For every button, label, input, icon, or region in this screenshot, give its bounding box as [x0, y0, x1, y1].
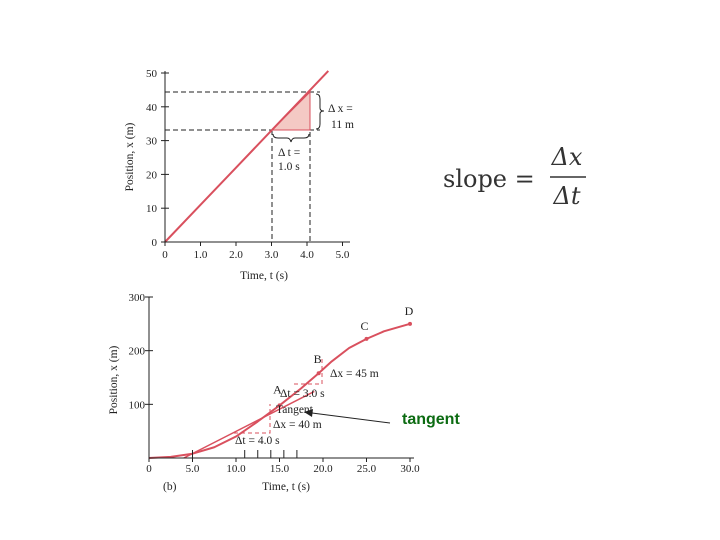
tangent-label: Tangent — [276, 404, 314, 416]
point-b-label: B — [314, 352, 322, 366]
top-x-axis-title: Time, t (s) — [240, 270, 288, 282]
dx-tangent-label: Δx = 40 m — [273, 419, 322, 431]
top-data-line — [164, 70, 330, 243]
bottom-x-tick-label: 20.0 — [313, 463, 333, 475]
bottom-x-tick-label: 5.0 — [186, 463, 200, 475]
point-d-label: D — [405, 304, 414, 318]
bottom-x-tick-label: 15.0 — [270, 463, 290, 475]
tangent-line — [183, 390, 315, 459]
slope-formula: slope = Δx Δt — [443, 143, 586, 210]
point-a-marker — [277, 403, 282, 408]
dx-ab-label: Δx = 45 m — [330, 368, 379, 380]
bottom-y-tick-label: 100 — [129, 399, 146, 411]
tangent-triangle — [234, 404, 271, 434]
top-x-tick-label: 4.0 — [300, 249, 314, 261]
tangent-callout: tangent — [402, 411, 460, 428]
dx-brace — [315, 93, 325, 130]
top-y-axis-title: Position, x (m) — [124, 122, 136, 191]
top-x-tick-label: 2.0 — [229, 249, 243, 261]
bottom-chart-series — [148, 322, 411, 459]
bottom-guide-triangles — [234, 358, 323, 434]
formula-denominator: Δt — [553, 182, 581, 210]
top-y-tick-label: 50 — [146, 68, 158, 80]
top-y-tick-label: 30 — [146, 136, 158, 148]
formula-numerator: Δx — [551, 143, 583, 171]
dt-tangent-label: Δt = 4.0 s — [235, 435, 280, 447]
top-y-tick-label: 10 — [146, 203, 158, 215]
tangent-callout-arrow — [304, 409, 391, 424]
point-d-marker — [408, 321, 412, 326]
bottom-y-tick-label: 200 — [129, 346, 146, 358]
top-x-tick-label: 0 — [162, 249, 168, 261]
bottom-x-tick-label: 25.0 — [357, 463, 377, 475]
ab-triangle — [294, 358, 323, 385]
top-chart-axes: 0 1.0 2.0 3.0 4.0 5.0 0 10 20 30 40 50 — [146, 68, 350, 261]
point-c-label: C — [360, 319, 368, 333]
bottom-y-tick-label: 300 — [129, 292, 146, 304]
top-y-tick-label: 0 — [152, 237, 158, 249]
point-b-marker — [316, 371, 321, 376]
point-c-marker — [364, 336, 369, 341]
bottom-x-tick-label: 10.0 — [226, 463, 246, 475]
top-x-tick-label: 1.0 — [194, 249, 208, 261]
bottom-y-axis-title: Position, x (m) — [108, 345, 120, 414]
bottom-chart-axes: 0 5.0 10.0 15.0 20.0 25.0 30.0 100 200 300 — [129, 292, 421, 475]
dx-value: 11 m — [331, 119, 354, 131]
dt-ab-label: Δt = 3.0 s — [280, 388, 325, 400]
bottom-x-tick-label: 30.0 — [400, 463, 420, 475]
bottom-chart-points: A B C D — [273, 304, 414, 408]
formula-lhs: slope = — [443, 165, 535, 193]
bottom-data-curve — [148, 322, 411, 459]
panel-label-b: (b) — [163, 481, 177, 493]
dx-label: Δ x = — [328, 103, 353, 115]
position-time-chart-top: Δ x = 11 m Δ t = 1.0 s 0 1.0 2.0 3.0 4.0 5.00… — [124, 68, 354, 282]
dt-brace — [272, 133, 310, 143]
top-y-tick-label: 40 — [146, 102, 158, 114]
dt-label: Δ t = — [278, 147, 300, 159]
top-x-tick-label: 5.0 — [336, 249, 350, 261]
point-a-label: A — [273, 382, 282, 396]
bottom-x-tick-label: 0 — [146, 463, 152, 475]
top-chart-series — [164, 70, 330, 243]
position-time-chart-bottom: A B C D 0 5.0 10.0 15.0 20.0 25.0 30.0 100 200 300 Δ… — [108, 292, 460, 493]
dt-value: 1.0 s — [278, 161, 300, 173]
bottom-x-axis-title: Time, t (s) — [262, 481, 310, 493]
top-x-tick-label: 3.0 — [265, 249, 279, 261]
top-y-tick-label: 20 — [146, 169, 158, 181]
